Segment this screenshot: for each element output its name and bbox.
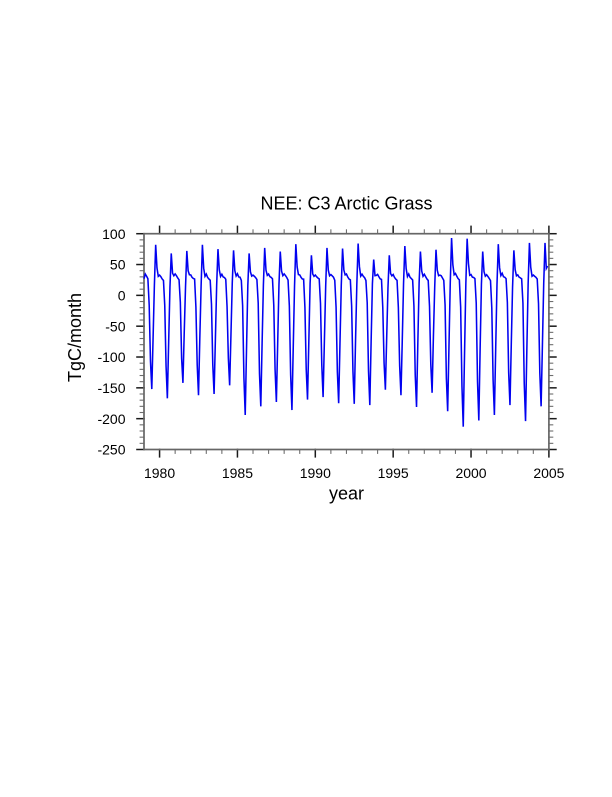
y-tick-label: 100 [102, 226, 126, 242]
y-tick-label: -50 [105, 318, 125, 334]
tick-labels: 100 50 0 -50 -100 -150 -200 -250 1980 1985 1990 199… [97, 226, 564, 481]
x-tick-label: 1980 [144, 465, 175, 481]
y-tick-label: 50 [110, 257, 126, 273]
y-tick-label: -100 [97, 349, 125, 365]
chart-title: NEE: C3 Arctic Grass [260, 193, 432, 213]
x-tick-label: 2000 [455, 465, 486, 481]
y-tick-label: -150 [97, 380, 125, 396]
y-tick-label: -250 [97, 442, 125, 458]
plot-frame [143, 232, 550, 451]
x-tick-label: 1995 [378, 465, 409, 481]
nee-series-line [143, 237, 549, 427]
y-axis-title: TgC/month [65, 293, 85, 382]
x-tick-label: 1985 [222, 465, 253, 481]
x-tick-label: 1990 [300, 465, 331, 481]
x-tick-label: 2005 [533, 465, 564, 481]
x-axis-title: year [329, 484, 364, 504]
y-tick-label: 0 [118, 287, 126, 303]
y-tick-label: -200 [97, 411, 125, 427]
